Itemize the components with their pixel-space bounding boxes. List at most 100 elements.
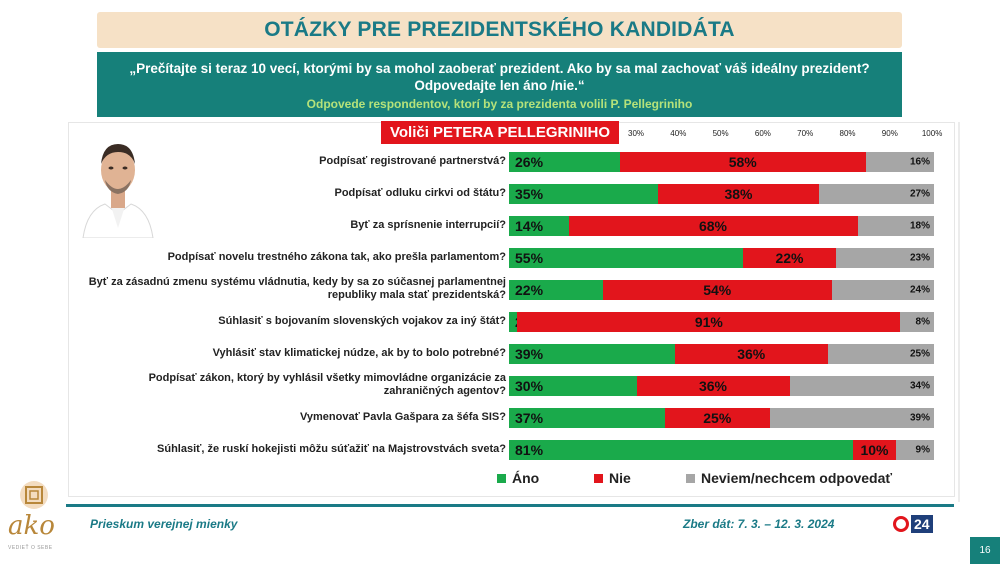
bar-segment-no: 58% <box>619 152 866 172</box>
data-label-no: 22% <box>775 250 804 266</box>
bar-segment-dk: 18% <box>857 216 934 236</box>
bar-segment-dk: 16% <box>866 152 934 172</box>
tv24-logo-icon: 24 <box>893 515 933 533</box>
x-tick-label: 90% <box>881 129 898 138</box>
legend-swatch-dk <box>686 473 695 483</box>
x-tick-label: 40% <box>670 129 687 138</box>
data-label-dk: 25% <box>909 348 930 360</box>
legend-label-no: Nie <box>609 470 631 486</box>
tv-logo-number: 24 <box>911 515 933 533</box>
data-label-dk: 9% <box>915 444 930 456</box>
legend-item-yes: Áno <box>497 470 539 486</box>
data-label-no: 36% <box>698 378 728 394</box>
data-label-no: 25% <box>703 410 732 426</box>
x-tick-label: 30% <box>627 129 645 138</box>
ako-logo-subtext: VEDIEŤ O SEBE <box>8 545 53 551</box>
data-label-dk: 24% <box>909 284 930 296</box>
data-label-yes: 39% <box>515 346 544 362</box>
stacked-bar: 30% 36% 34% <box>509 376 934 396</box>
stacked-bar: 39% 36% 25% <box>509 344 934 364</box>
stacked-bar: 55% 22% 23% <box>509 248 934 268</box>
bar-segment-no: 10% <box>853 440 896 460</box>
footer-survey-label: Prieskum verejnej mienky <box>90 517 238 531</box>
data-label-dk: 34% <box>909 380 930 392</box>
bar-segment-dk: 23% <box>836 248 934 268</box>
bar-segment-no: 36% <box>636 376 790 396</box>
bar-segment-dk: 8% <box>900 312 934 332</box>
bar-segment-no: 22% <box>742 248 837 268</box>
stacked-bar: 2% 91% 8% <box>509 312 934 332</box>
bar-segment-yes: 35% <box>509 184 658 204</box>
stacked-bar: 14% 68% 18% <box>509 216 934 236</box>
bar-segment-no: 68% <box>568 216 858 236</box>
data-label-yes: 35% <box>515 186 544 202</box>
bar-segment-yes: 81% <box>509 440 854 460</box>
x-tick-label: 60% <box>754 129 771 138</box>
data-label-dk: 16% <box>909 156 930 168</box>
data-label-no: 58% <box>728 154 757 170</box>
question-subtitle: Odpovede respondentov, ktorí by za prezi… <box>306 97 693 111</box>
data-label-yes: 26% <box>515 154 544 170</box>
data-label-no: 38% <box>724 186 753 202</box>
data-label-yes: 37% <box>515 410 544 426</box>
bar-segment-no: 38% <box>657 184 820 204</box>
bar-segment-yes: 39% <box>509 344 675 364</box>
divider <box>958 122 960 502</box>
bar-segment-yes: 55% <box>509 248 743 268</box>
bar-segment-yes: 2% <box>509 312 535 332</box>
question-text: „Prečítajte si teraz 10 vecí, ktorými by… <box>129 61 870 93</box>
category-label: Súhlasiť s bojovaním slovenských vojakov… <box>218 315 506 327</box>
category-label: Podpísať registrované partnerstvá? <box>319 155 506 167</box>
data-label-yes: 22% <box>515 282 544 298</box>
bar-segment-yes: 22% <box>509 280 603 300</box>
bar-segment-yes: 14% <box>509 216 569 236</box>
data-label-no: 36% <box>737 346 766 362</box>
bar-segment-no: 36% <box>674 344 828 364</box>
x-tick-label: 100% <box>921 129 943 138</box>
title-banner: OTÁZKY PRE PREZIDENTSKÉHO KANDIDÁTA <box>97 12 902 48</box>
stacked-bar: 81% 10% 9% <box>509 440 934 460</box>
stacked-bar: 35% 38% 27% <box>509 184 934 204</box>
data-label-dk: 18% <box>909 220 930 232</box>
candidate-portrait <box>73 128 163 238</box>
legend-label-yes: Áno <box>512 470 540 486</box>
chart-header: Voliči PETERA PELLEGRINIHO <box>381 121 619 144</box>
bar-segment-dk: 9% <box>895 440 934 460</box>
bar-segment-no: 91% <box>517 312 901 332</box>
category-label: Vyhlásiť stav klimatickej núdze, ak by t… <box>212 347 506 359</box>
legend-swatch-yes <box>497 473 506 483</box>
data-label-yes: 81% <box>515 442 544 458</box>
bar-segment-dk: 39% <box>769 408 934 428</box>
data-label-yes: 55% <box>515 250 544 266</box>
category-label: Podpísať odluku cirkvi od štátu? <box>334 187 506 199</box>
stacked-bar: 37% 25% 39% <box>509 408 934 428</box>
stacked-bar: 26% 58% 16% <box>509 152 934 172</box>
data-label-no: 68% <box>698 218 728 234</box>
category-label: Byť za sprísnenie interrupcií? <box>350 219 506 231</box>
x-tick-label: 80% <box>839 129 856 138</box>
data-label-dk: 23% <box>909 252 930 264</box>
category-label: Súhlasiť, že ruskí hokejisti môžu súťaži… <box>157 443 506 455</box>
bar-segment-dk: 34% <box>789 376 934 396</box>
page-number: 16 <box>970 537 1000 564</box>
data-label-dk: 39% <box>909 412 930 424</box>
legend-item-no: Nie <box>594 470 631 486</box>
bar-segment-yes: 30% <box>509 376 637 396</box>
ako-logo-icon <box>20 481 48 509</box>
data-label-yes: 30% <box>515 378 544 394</box>
data-label-yes: 14% <box>515 218 544 234</box>
legend-item-dk: Neviem/nechcem odpovedať <box>686 470 892 486</box>
bar-segment-dk: 25% <box>827 344 934 364</box>
legend-swatch-no <box>594 473 603 483</box>
footer-divider <box>66 504 954 507</box>
bar-segment-no: 54% <box>602 280 832 300</box>
x-tick-label: 70% <box>797 129 814 138</box>
category-label: Byť za zásadnú zmenu systému vládnutia, … <box>88 276 506 301</box>
data-label-dk: 27% <box>909 188 930 200</box>
bar-segment-yes: 37% <box>509 408 665 428</box>
category-label: Podpísať novelu trestného zákona tak, ak… <box>167 251 506 263</box>
data-label-no: 54% <box>703 282 732 298</box>
tv-ring-icon <box>893 516 909 532</box>
data-label-no: 10% <box>860 442 889 458</box>
x-tick-label: 50% <box>712 129 729 138</box>
